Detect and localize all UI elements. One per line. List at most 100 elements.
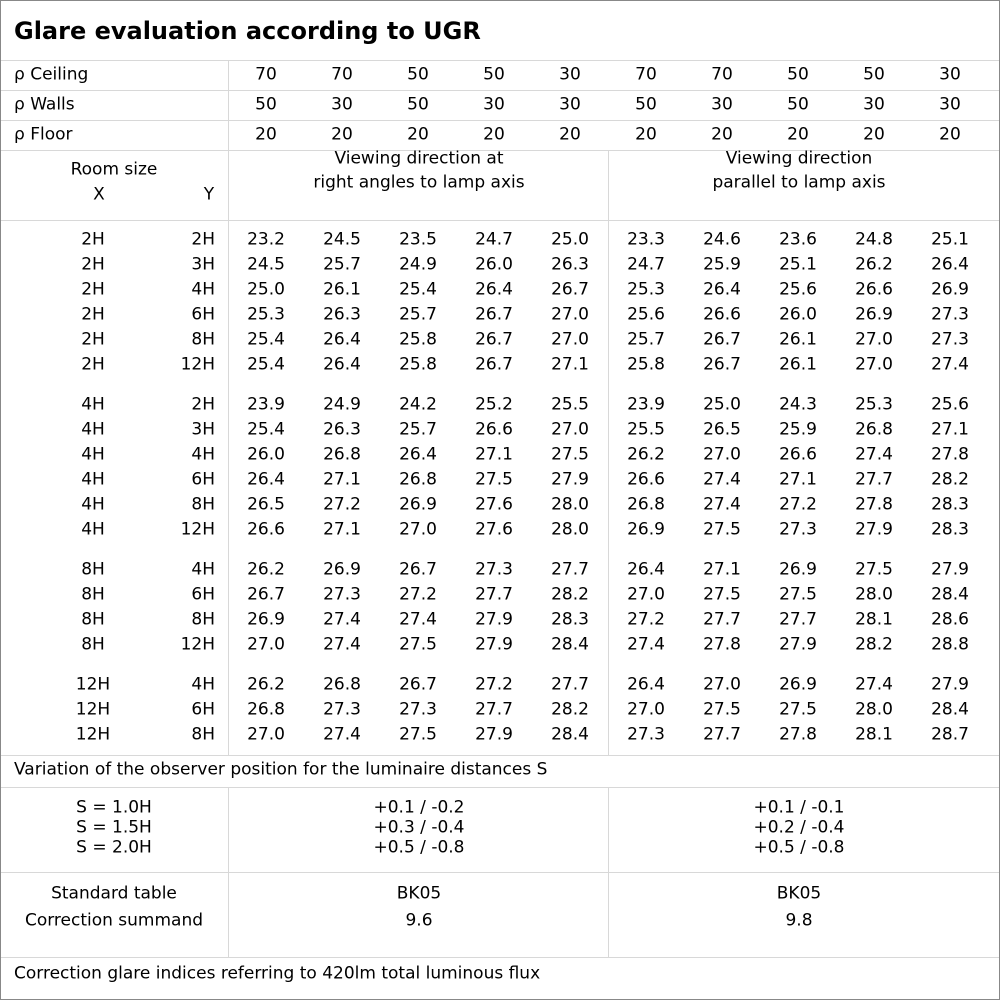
ugr-value: 26.8 (627, 494, 665, 515)
room-y: 6H (191, 699, 215, 720)
ugr-value: 25.0 (247, 279, 285, 300)
row-label: S = 1.5H (76, 817, 152, 838)
room-x: 2H (81, 329, 105, 350)
title: Glare evaluation according to UGR (14, 17, 481, 45)
ugr-value: 27.8 (779, 724, 817, 745)
ugr-value: 27.7 (855, 469, 893, 490)
ugr-value: 24.3 (779, 394, 817, 415)
room-x: 4H (81, 394, 105, 415)
ugr-value: 27.4 (855, 444, 893, 465)
room-y: 8H (191, 609, 215, 630)
rule (1, 150, 999, 151)
ugr-value: 27.1 (931, 419, 969, 440)
ugr-value: 26.3 (323, 304, 361, 325)
row-label: Correction summand (24, 910, 204, 931)
room-y: 4H (191, 674, 215, 695)
row-label: ρ Walls (14, 94, 75, 115)
cell: 30 (863, 94, 885, 115)
ugr-value: 26.4 (627, 559, 665, 580)
cell: 9.6 (405, 910, 433, 931)
ugr-value: 27.1 (475, 444, 513, 465)
cell: 30 (711, 94, 733, 115)
ugr-value: 28.0 (855, 699, 893, 720)
ugr-value: 24.5 (323, 229, 361, 250)
ugr-value: 26.8 (247, 699, 285, 720)
cell: 70 (331, 64, 353, 85)
room-y: 4H (191, 559, 215, 580)
ugr-value: 26.5 (703, 419, 741, 440)
ugr-value: 25.5 (627, 419, 665, 440)
room-y: 4H (191, 279, 215, 300)
ugr-value: 24.6 (703, 229, 741, 250)
cell: 20 (635, 124, 657, 145)
ugr-value: 25.9 (703, 254, 741, 275)
room-x: 8H (81, 609, 105, 630)
ugr-value: 27.0 (551, 329, 589, 350)
cell: 20 (939, 124, 961, 145)
ugr-value: 25.4 (247, 419, 285, 440)
cell: 50 (787, 94, 809, 115)
ugr-value: 28.0 (855, 584, 893, 605)
ugr-value: 26.1 (779, 329, 817, 350)
ugr-value: 27.1 (551, 354, 589, 375)
ugr-value: 27.1 (323, 519, 361, 540)
cell: +0.1 / -0.1 (753, 797, 845, 818)
ugr-value: 26.9 (247, 609, 285, 630)
ugr-value: 25.0 (551, 229, 589, 250)
ugr-value: 26.8 (855, 419, 893, 440)
ugr-value: 26.8 (323, 674, 361, 695)
room-x: 4H (81, 419, 105, 440)
cell: 20 (787, 124, 809, 145)
ugr-value: 27.5 (779, 699, 817, 720)
ugr-value: 26.7 (247, 584, 285, 605)
ugr-value: 28.1 (855, 724, 893, 745)
ugr-value: 26.7 (703, 329, 741, 350)
ugr-value: 25.7 (627, 329, 665, 350)
ugr-value: 23.9 (627, 394, 665, 415)
cell: 20 (255, 124, 277, 145)
footer-note: Correction glare indices referring to 42… (14, 963, 541, 984)
ugr-value: 25.4 (247, 329, 285, 350)
ugr-value: 28.4 (551, 724, 589, 745)
room-x: 4H (81, 519, 105, 540)
room-x: 8H (81, 559, 105, 580)
room-x: 12H (75, 674, 111, 695)
ugr-value: 26.9 (779, 674, 817, 695)
room-y: 6H (191, 469, 215, 490)
ugr-value: 25.3 (627, 279, 665, 300)
ugr-value: 28.2 (855, 634, 893, 655)
ugr-value: 28.2 (551, 699, 589, 720)
ugr-value: 25.6 (627, 304, 665, 325)
rule (608, 150, 609, 756)
ugr-value: 27.4 (627, 634, 665, 655)
ugr-value: 26.0 (247, 444, 285, 465)
ugr-value: 24.5 (247, 254, 285, 275)
rule (1, 120, 999, 121)
ugr-value: 26.7 (475, 354, 513, 375)
ugr-value: 24.2 (399, 394, 437, 415)
ugr-value: 27.9 (855, 519, 893, 540)
cell: BK05 (776, 883, 822, 904)
room-x: 12H (75, 699, 111, 720)
ugr-value: 27.3 (323, 699, 361, 720)
ugr-value: 23.9 (247, 394, 285, 415)
rule (1, 220, 999, 221)
ugr-value: 27.1 (779, 469, 817, 490)
room-y: 3H (191, 419, 215, 440)
ugr-value: 27.1 (703, 559, 741, 580)
ugr-value: 27.5 (703, 519, 741, 540)
ugr-value: 27.4 (703, 494, 741, 515)
ugr-value: 27.3 (779, 519, 817, 540)
ugr-value: 26.4 (323, 329, 361, 350)
ugr-value: 28.3 (551, 609, 589, 630)
section-title: Variation of the observer position for t… (14, 759, 548, 780)
room-x: 2H (81, 254, 105, 275)
ugr-value: 26.7 (399, 674, 437, 695)
ugr-value: 26.7 (475, 329, 513, 350)
room-y: 8H (191, 494, 215, 515)
cell: 30 (559, 64, 581, 85)
ugr-value: 27.9 (475, 724, 513, 745)
ugr-value: 26.6 (475, 419, 513, 440)
ugr-value: 28.3 (931, 519, 969, 540)
